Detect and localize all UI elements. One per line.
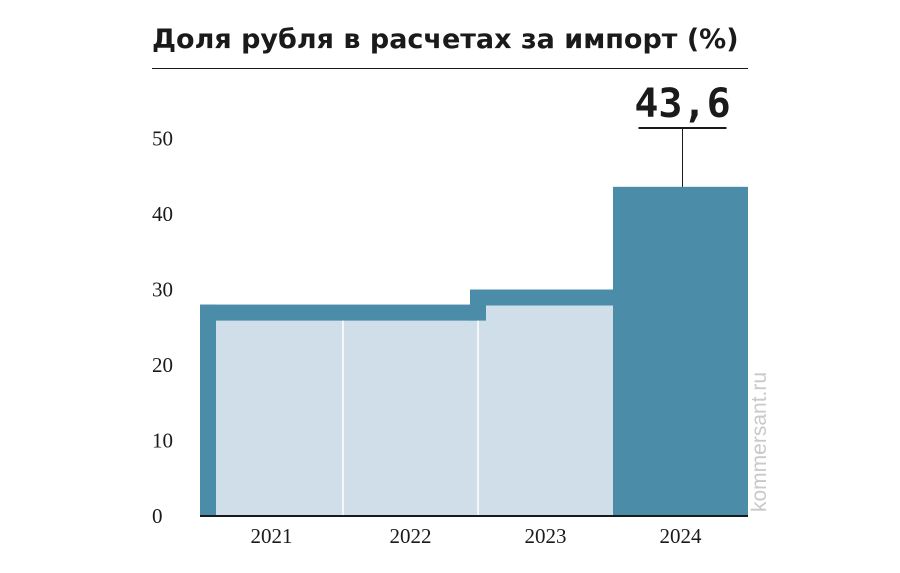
x-tick-label: 2024	[660, 524, 703, 548]
y-tick-label: 50	[152, 127, 173, 151]
x-tick-label: 2023	[525, 524, 567, 548]
y-tick-label: 20	[152, 353, 173, 377]
bar-top-band	[478, 289, 613, 306]
bar-left-band	[200, 304, 216, 516]
chart-title: Доля рубля в расчетах за импорт (%)	[152, 24, 739, 55]
bar-top-band	[343, 304, 478, 321]
title-divider	[152, 68, 748, 69]
x-tick-label: 2022	[390, 524, 432, 548]
y-tick-label: 30	[152, 278, 173, 302]
bar	[343, 304, 478, 516]
y-tick-label: 0	[152, 504, 163, 528]
x-tick-label: 2021	[251, 524, 293, 548]
bar	[478, 289, 613, 516]
y-tick-label: 10	[152, 429, 173, 453]
data-label: 43,6	[634, 81, 730, 127]
watermark: kommersant.ru	[748, 371, 771, 512]
y-tick-label: 40	[152, 202, 173, 226]
bar-step-band	[470, 289, 486, 321]
bar	[613, 186, 748, 516]
bar-top-band	[200, 304, 343, 321]
bar	[200, 304, 343, 516]
